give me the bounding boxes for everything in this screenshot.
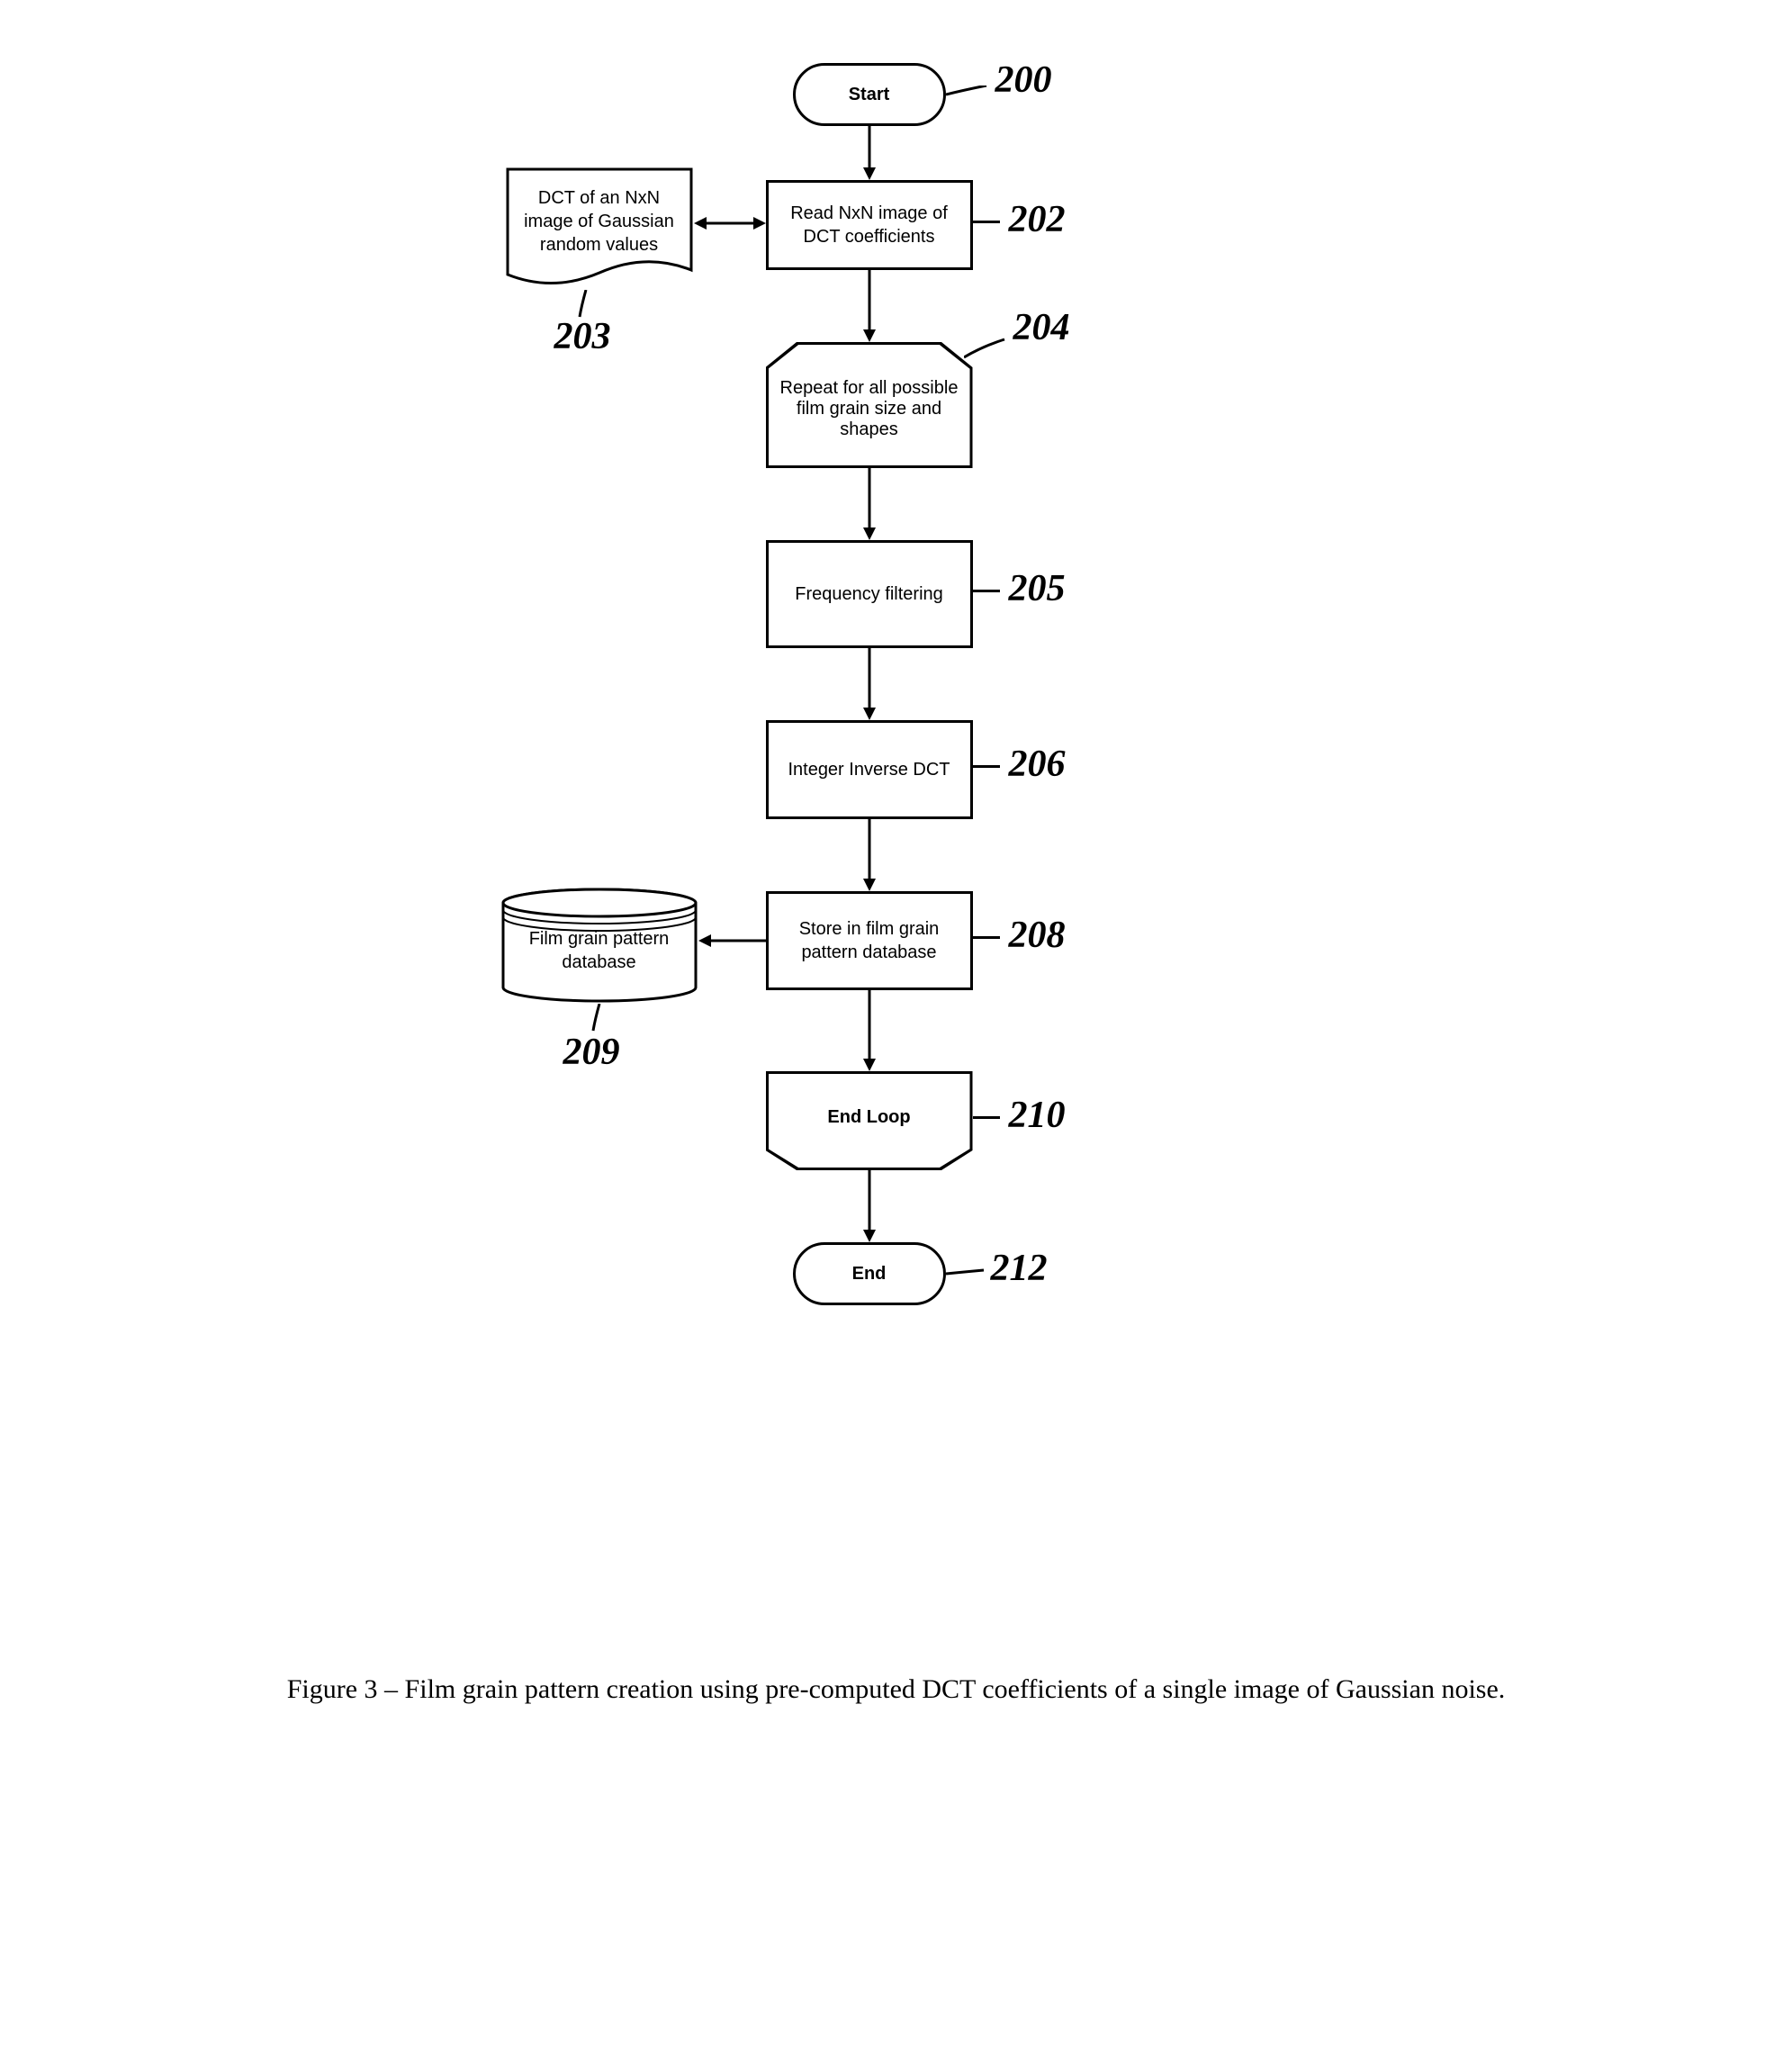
node-db: Film grain pattern database [500,887,698,1004]
annotation-204: 204 [1013,306,1070,349]
annotation-206: 206 [1009,743,1066,786]
node-repeat: Repeat for all possible film grain size … [766,342,973,468]
node-end: End [793,1242,946,1305]
arrow-doc-read [694,214,766,232]
annotation-200: 200 [995,59,1052,102]
node-endloop: End Loop [766,1071,973,1170]
node-endloop-label: End Loop [827,1107,910,1128]
arrow-read-repeat [860,270,878,342]
annotation-205: 205 [1009,567,1066,610]
leader-start [946,86,991,113]
node-dctdoc: DCT of an NxN image of Gaussian random v… [505,167,694,293]
node-repeat-label: Repeat for all possible film grain size … [779,378,959,440]
leader-endloop [973,1116,1000,1119]
flowchart-canvas: Start 200 Read NxN image of DCT coeffici… [401,36,1391,1656]
node-read-label: Read NxN image of DCT coefficients [779,202,959,248]
annotation-212: 212 [991,1247,1048,1290]
figure-caption: Figure 3 – Film grain pattern creation u… [287,1674,1506,1705]
leader-repeat [964,338,1009,365]
node-start-label: Start [849,83,890,106]
node-freq-label: Frequency filtering [795,582,943,606]
leader-end [946,1265,986,1283]
node-db-label: Film grain pattern database [500,910,698,991]
arrow-freq-idct [860,648,878,720]
annotation-208: 208 [1009,914,1066,957]
node-end-label: End [852,1262,887,1285]
leader-freq [973,590,1000,592]
node-read: Read NxN image of DCT coefficients [766,180,973,270]
arrow-start-read [860,126,878,180]
arrow-repeat-freq [860,468,878,540]
annotation-210: 210 [1009,1094,1066,1137]
arrow-endloop-end [860,1170,878,1242]
leader-store [973,936,1000,939]
node-idct: Integer Inverse DCT [766,720,973,819]
leader-idct [973,765,1000,768]
node-store-label: Store in film grain pattern database [779,917,959,964]
annotation-202: 202 [1009,198,1066,241]
node-freq: Frequency filtering [766,540,973,648]
node-start: Start [793,63,946,126]
node-store: Store in film grain pattern database [766,891,973,990]
arrow-store-db [698,932,766,950]
leader-read [973,221,1000,223]
annotation-203: 203 [554,315,611,358]
arrow-store-endloop [860,990,878,1071]
annotation-209: 209 [563,1031,620,1074]
node-idct-label: Integer Inverse DCT [788,758,950,781]
arrow-idct-store [860,819,878,891]
node-dctdoc-label: DCT of an NxN image of Gaussian random v… [505,167,694,276]
